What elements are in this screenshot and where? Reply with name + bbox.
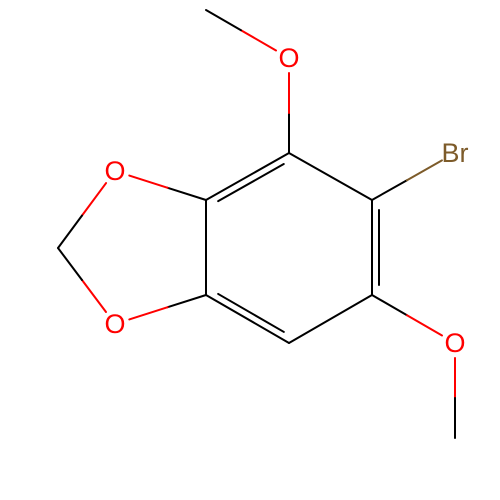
bond-line xyxy=(289,295,372,343)
bond-line xyxy=(82,183,106,215)
bond-line xyxy=(168,295,206,307)
bond-line xyxy=(218,294,284,332)
bonds-layer xyxy=(58,10,455,438)
bond-line xyxy=(206,10,241,30)
atom-label-o: O xyxy=(104,156,125,186)
bond-line xyxy=(58,248,82,280)
bond-line xyxy=(241,30,276,50)
atom-label-br: Br xyxy=(442,138,469,168)
bond-line xyxy=(129,176,167,188)
molecule-diagram: O O O Br O xyxy=(0,0,500,500)
bond-line xyxy=(206,295,289,343)
atom-label-o: O xyxy=(104,309,125,339)
bond-line xyxy=(372,180,407,200)
bond-line xyxy=(58,216,82,248)
atom-label-o: O xyxy=(278,43,299,73)
bond-line xyxy=(218,164,284,201)
bond-line xyxy=(82,280,106,312)
bond-line xyxy=(407,160,442,180)
atom-label-o: O xyxy=(444,328,465,358)
bond-line xyxy=(407,315,442,335)
bond-line xyxy=(129,307,167,319)
bond-line xyxy=(206,153,289,200)
bond-line xyxy=(168,188,206,200)
bond-line xyxy=(372,295,407,315)
bond-line xyxy=(289,153,372,200)
